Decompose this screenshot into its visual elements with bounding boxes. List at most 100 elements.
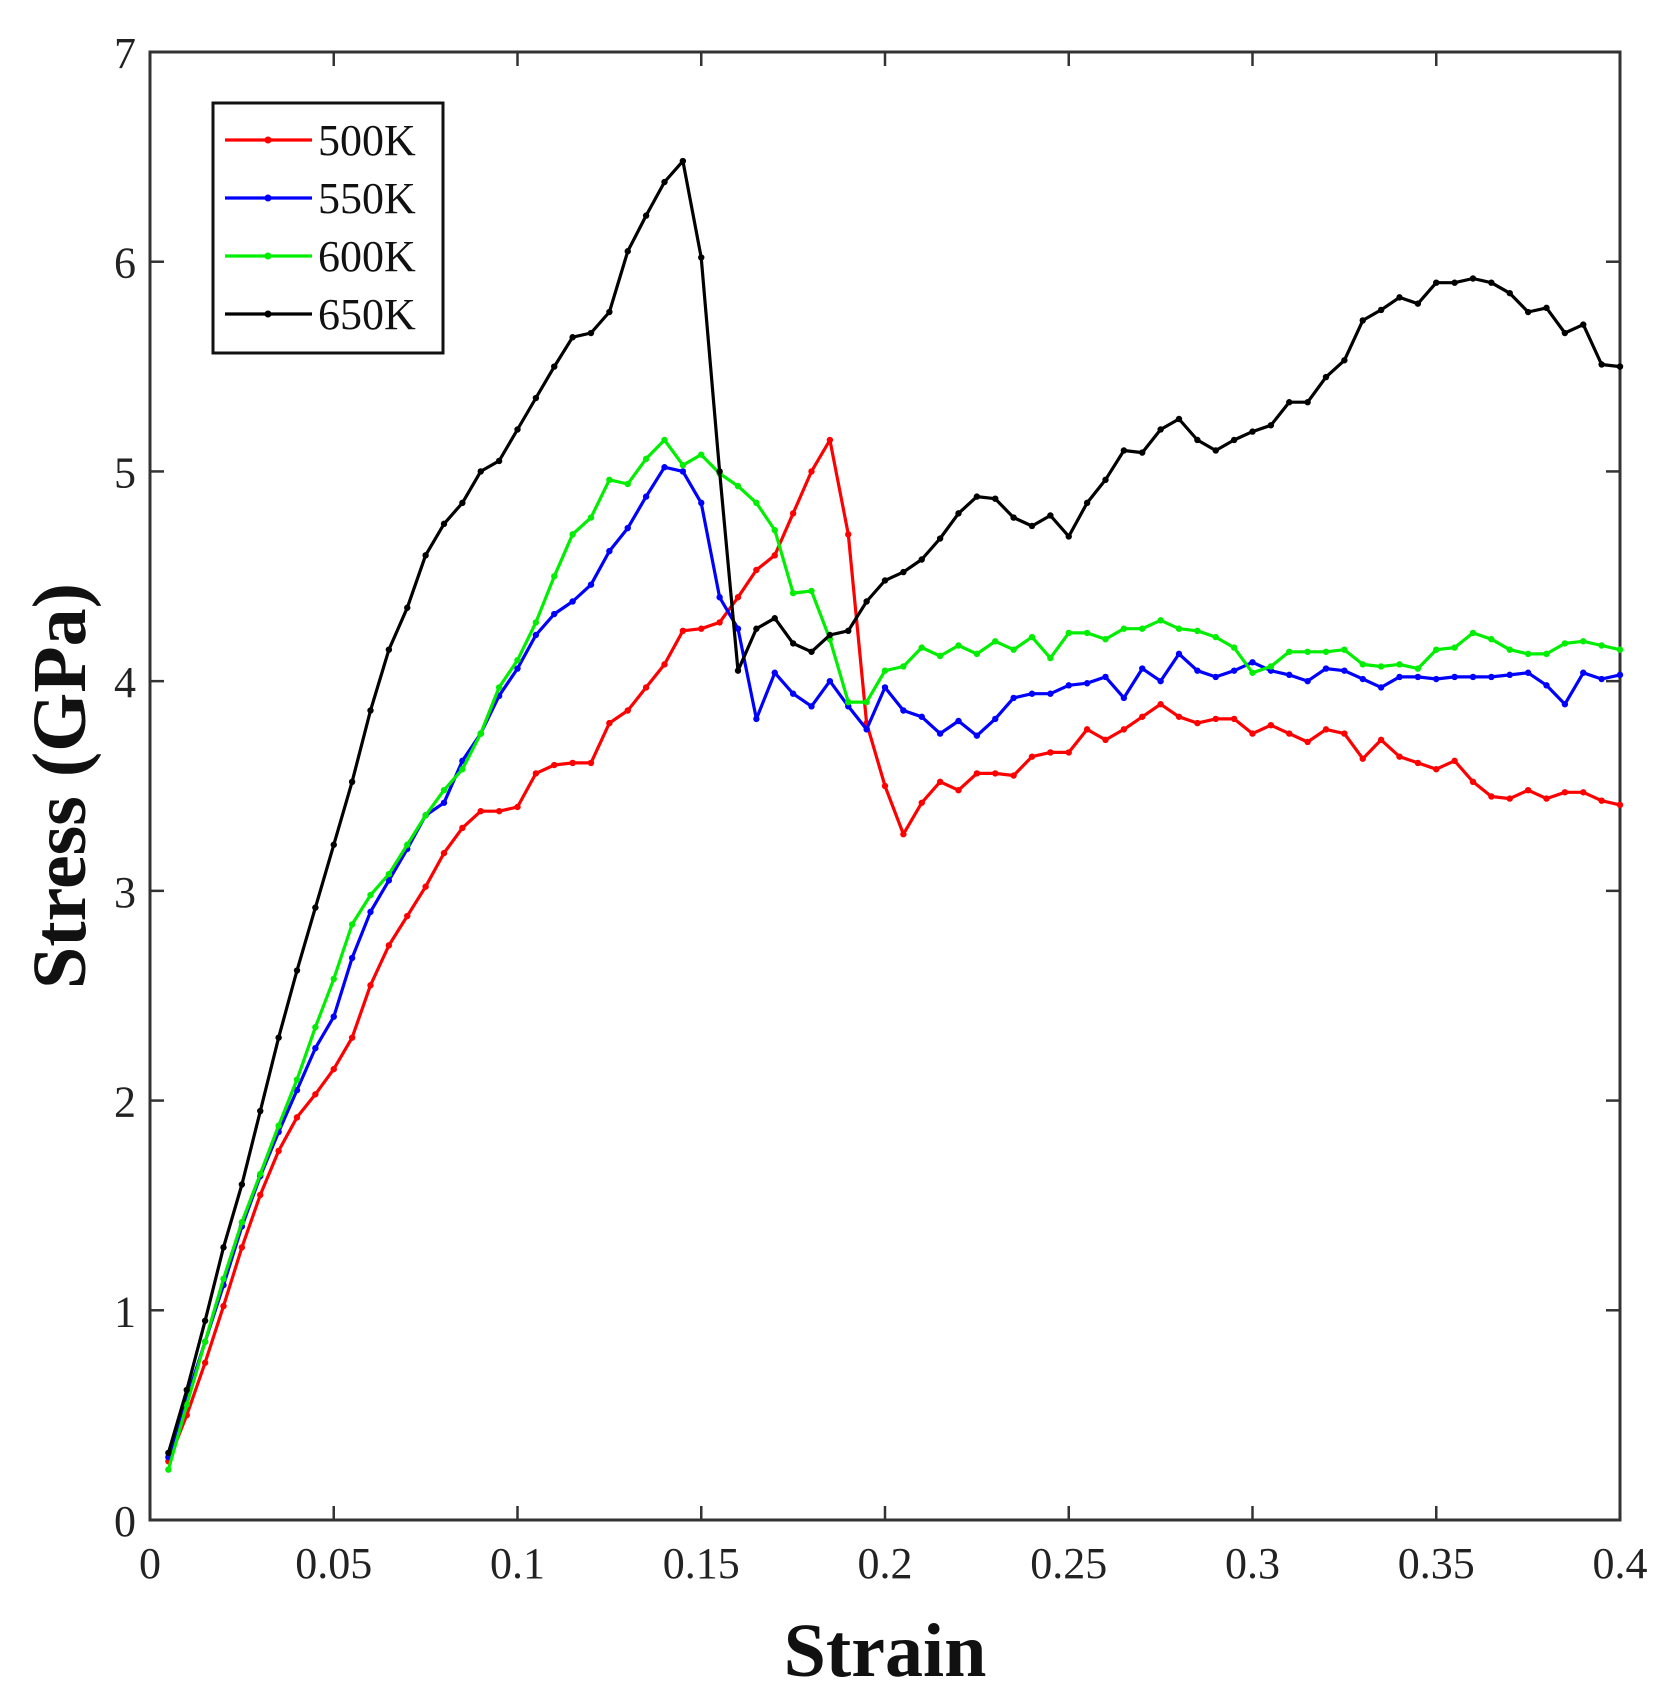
data-point <box>992 495 999 502</box>
data-point <box>900 568 907 576</box>
data-point <box>1065 749 1072 756</box>
data-point <box>1139 713 1146 720</box>
data-point <box>1175 415 1183 423</box>
legend-label: 550K <box>318 174 416 223</box>
legend-box <box>211 101 445 355</box>
data-point <box>1083 499 1091 507</box>
data-point <box>1010 646 1017 653</box>
y-axis-title: Stress (GPa) <box>18 583 102 989</box>
data-point <box>1249 428 1256 435</box>
data-point <box>275 1034 282 1041</box>
data-point <box>1028 690 1036 697</box>
data-point <box>514 426 521 433</box>
data-point <box>606 719 613 727</box>
data-point <box>183 1386 190 1394</box>
data-point <box>1524 650 1532 658</box>
data-point <box>569 598 576 605</box>
data-point <box>1414 759 1422 767</box>
data-point <box>1506 671 1513 679</box>
data-point <box>532 770 540 777</box>
data-point <box>422 552 429 559</box>
data-point <box>771 526 778 534</box>
data-point <box>312 904 319 911</box>
data-point <box>1451 673 1458 681</box>
data-point <box>992 770 999 777</box>
data-point <box>808 587 815 595</box>
x-tick-label: 0.25 <box>1030 1539 1107 1588</box>
data-point <box>165 1466 172 1473</box>
data-point <box>606 308 613 316</box>
y-tick-label: 4 <box>114 658 136 707</box>
data-point <box>1561 789 1569 796</box>
data-point <box>606 476 613 484</box>
series-650K <box>165 157 1624 1457</box>
legend-marker <box>264 310 272 318</box>
data-point <box>936 730 944 737</box>
data-point <box>1157 677 1164 685</box>
legend-entry-500K: 500K <box>225 116 416 165</box>
data-point <box>1359 317 1366 324</box>
data-point <box>1451 644 1458 651</box>
data-point <box>1359 675 1366 683</box>
data-point <box>165 1449 172 1457</box>
data-point <box>1194 436 1201 444</box>
data-point <box>551 610 558 618</box>
data-point <box>679 627 687 635</box>
data-point <box>1341 730 1348 737</box>
data-point <box>1598 675 1605 683</box>
data-point <box>992 638 999 645</box>
data-point <box>1580 789 1587 796</box>
data-point <box>201 1338 209 1345</box>
data-point <box>826 436 834 444</box>
data-point <box>679 461 687 469</box>
data-point <box>734 667 742 674</box>
data-point <box>1616 671 1624 679</box>
data-point <box>734 594 742 601</box>
data-point <box>1083 629 1091 637</box>
data-point <box>293 1086 301 1094</box>
data-point <box>551 573 558 580</box>
data-point <box>679 157 687 165</box>
legend-label: 600K <box>318 232 416 281</box>
legend-marker <box>264 194 272 202</box>
data-point <box>1286 648 1293 655</box>
data-point <box>1212 715 1219 723</box>
data-point <box>1010 772 1017 779</box>
data-point <box>293 1114 301 1121</box>
data-point <box>440 849 448 857</box>
data-point <box>1414 673 1422 681</box>
x-tick-label: 0.4 <box>1593 1539 1648 1588</box>
data-point <box>808 703 815 710</box>
x-tick-label: 0.35 <box>1398 1539 1475 1588</box>
data-point <box>514 656 521 664</box>
data-point <box>642 212 650 219</box>
data-point <box>1524 308 1532 316</box>
data-point <box>753 625 760 632</box>
data-point <box>826 631 834 639</box>
data-point <box>1451 279 1458 286</box>
data-point <box>1120 625 1128 632</box>
data-point <box>312 1044 319 1052</box>
data-point <box>918 713 925 720</box>
data-point <box>1469 629 1477 637</box>
data-point <box>642 455 650 463</box>
data-point <box>1249 669 1256 676</box>
data-point <box>330 1013 337 1020</box>
data-point <box>1377 684 1385 691</box>
data-point <box>1047 654 1054 662</box>
data-point <box>1028 633 1036 641</box>
data-point <box>312 1023 319 1031</box>
data-point <box>459 766 466 773</box>
data-point <box>734 482 742 490</box>
data-point <box>1414 665 1422 672</box>
data-point <box>1102 736 1109 744</box>
data-point <box>367 707 374 714</box>
data-point <box>1139 665 1146 672</box>
data-point <box>1083 680 1091 687</box>
data-point <box>1286 399 1293 406</box>
data-point <box>642 493 650 500</box>
data-point <box>1304 399 1311 406</box>
data-point <box>1561 640 1569 647</box>
data-point <box>955 717 962 725</box>
data-point <box>936 535 944 542</box>
